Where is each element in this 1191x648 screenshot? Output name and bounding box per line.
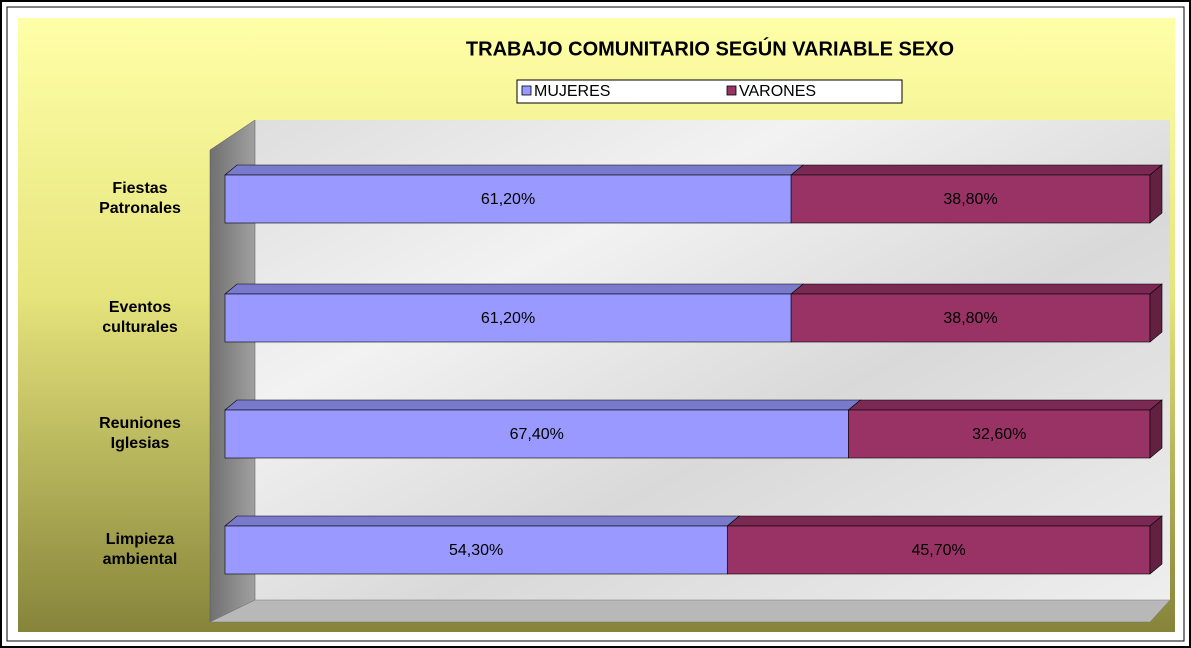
bar-front [848, 409, 1151, 459]
bar-front [726, 525, 1151, 575]
inner-frame [6, 6, 1185, 642]
legend-swatch [521, 85, 532, 96]
bar-top [726, 515, 1163, 527]
bar-side [1149, 515, 1163, 575]
data-label: 61,20% [481, 191, 535, 208]
data-label: 38,80% [943, 310, 997, 327]
bar-front [790, 174, 1151, 224]
bar-segment [790, 283, 1163, 343]
bar-segment [224, 399, 862, 459]
legend-box [516, 79, 903, 104]
legend-swatch [726, 85, 737, 96]
bar-front [224, 525, 728, 575]
category-label: Reuniones Iglesias [99, 415, 181, 452]
category-label: Eventos culturales [102, 299, 178, 336]
legend-label: MUJERES [534, 83, 610, 100]
bar-top [224, 515, 741, 527]
data-label: 38,80% [943, 191, 997, 208]
bar-front [224, 293, 792, 343]
bar-top [790, 283, 1163, 295]
category-label: Limpieza ambiental [102, 531, 178, 568]
floor [209, 599, 1171, 623]
data-label: 67,40% [510, 426, 564, 443]
bar-segment [224, 283, 804, 343]
category-label: Fiestas Patronales [99, 180, 181, 217]
bar-segment [224, 164, 804, 224]
bar-top [224, 283, 804, 295]
bar-segment [790, 164, 1163, 224]
bar-front [790, 293, 1151, 343]
bar-segment [726, 515, 1163, 575]
bar-top [224, 164, 804, 176]
data-label: 32,60% [972, 426, 1026, 443]
legend-label: VARONES [739, 83, 816, 100]
bar-top [224, 399, 862, 411]
data-label: 54,30% [449, 542, 503, 559]
bar-front [224, 409, 849, 459]
bar-segment [847, 399, 1163, 459]
bar-segment [224, 515, 741, 575]
bar-side [1149, 399, 1163, 459]
bar-top [847, 399, 1163, 411]
chart-title: TRABAJO COMUNITARIO SEGÚN VARIABLE SEXO [466, 36, 954, 60]
data-label: 45,70% [912, 542, 966, 559]
bar-front [224, 174, 792, 224]
bar-side [1149, 164, 1163, 224]
bar-top [790, 164, 1163, 176]
bar-side [1149, 283, 1163, 343]
data-label: 61,20% [481, 310, 535, 327]
